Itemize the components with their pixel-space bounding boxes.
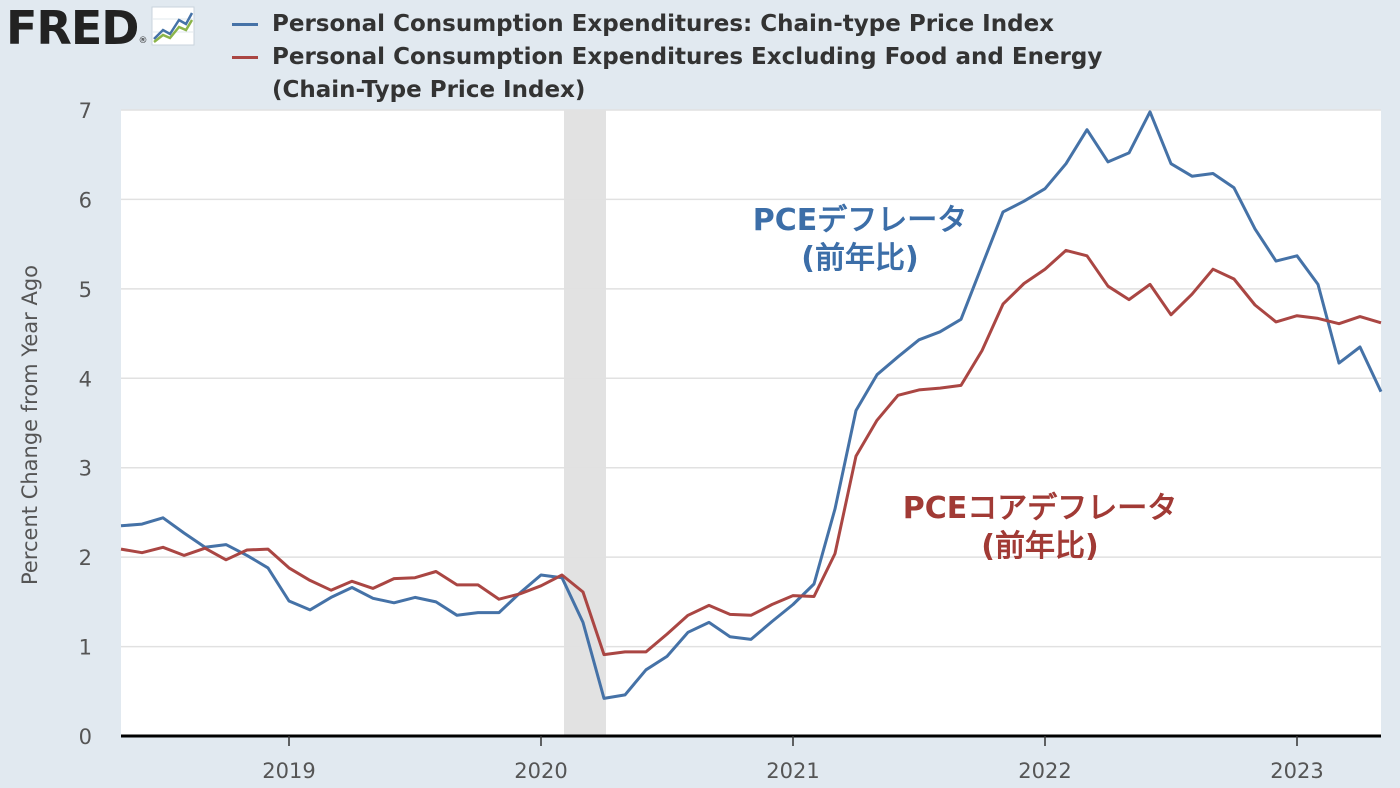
- legend-label-pce: Personal Consumption Expenditures: Chain…: [272, 11, 1055, 37]
- plot-area: [121, 110, 1381, 736]
- y-tick-label: 2: [79, 546, 92, 570]
- y-tick-label: 5: [79, 278, 92, 302]
- x-tick-label: 2023: [1270, 759, 1323, 783]
- chart-legend: Personal Consumption Expenditures: Chain…: [232, 8, 1132, 107]
- pce-annotation-line1: PCEデフレータ: [752, 203, 968, 238]
- x-tick-label: 2019: [262, 759, 315, 783]
- x-tick-label: 2021: [766, 759, 819, 783]
- y-tick-label: 1: [79, 636, 92, 660]
- y-tick-label: 0: [79, 725, 92, 749]
- legend-item-pce[interactable]: Personal Consumption Expenditures: Chain…: [232, 8, 1132, 41]
- pce-annotation: PCEデフレータ (前年比): [720, 202, 1000, 278]
- pce-annotation-line2: (前年比): [801, 241, 919, 276]
- y-tick-label: 6: [79, 188, 92, 212]
- x-tick-label: 2020: [514, 759, 567, 783]
- legend-label-core-pce: Personal Consumption Expenditures Exclud…: [272, 44, 1103, 103]
- core-pce-annotation-line1: PCEコアデフレータ: [902, 491, 1178, 526]
- fred-logo[interactable]: FRED ®: [6, 2, 195, 54]
- trend-chart-icon: [151, 6, 195, 50]
- legend-item-core-pce[interactable]: Personal Consumption Expenditures Exclud…: [232, 41, 1132, 107]
- y-tick-label: 3: [79, 457, 92, 481]
- core-pce-series-line: [120, 248, 1382, 657]
- y-tick-label: 7: [79, 99, 92, 123]
- y-axis-label: Percent Change from Year Ago: [18, 265, 42, 585]
- x-tick-label: 2022: [1018, 759, 1071, 783]
- core-pce-annotation: PCEコアデフレータ (前年比): [870, 490, 1210, 566]
- legend-swatch-pce: [232, 23, 258, 26]
- core-pce-annotation-line2: (前年比): [981, 529, 1099, 564]
- pce-series-line: [120, 110, 1383, 700]
- legend-swatch-core-pce: [232, 56, 258, 59]
- y-tick-label: 4: [79, 367, 92, 391]
- logo-text: FRED: [6, 1, 139, 55]
- registered-mark: ®: [138, 36, 148, 46]
